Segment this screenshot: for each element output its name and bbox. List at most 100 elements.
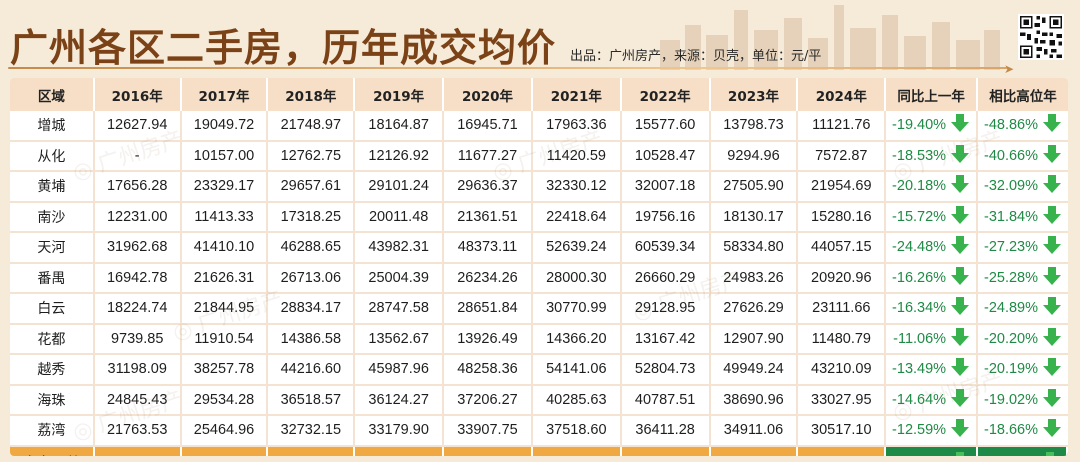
vs-peak-change-cell: -24.89% (978, 294, 1068, 325)
column-header: 2021年 (532, 78, 622, 111)
price-cell: 10157.00 (181, 141, 269, 172)
down-arrow-icon (950, 266, 970, 290)
change-value: -48.86% (983, 117, 1038, 134)
price-cell: 26713.06 (268, 263, 356, 294)
price-cell: 13167.42 (621, 324, 711, 355)
yoy-change-cell: -12.59% (886, 416, 979, 447)
column-header: 同比上一年 (886, 78, 979, 111)
price-cell: 25464.96 (181, 416, 269, 447)
change-value: -32.09% (983, 178, 1038, 195)
table-row: 南沙 12231.00 11413.33 17318.25 20011.48 21361.… (10, 202, 1068, 233)
price-cell: 33179.90 (355, 416, 445, 447)
down-arrow-icon (1042, 144, 1062, 168)
price-cell: 12762.75 (268, 141, 356, 172)
price-cell: 13798.73 (710, 111, 799, 142)
price-cell: 26234.26 (444, 263, 533, 294)
price-cell: 14386.58 (268, 324, 356, 355)
price-cell: - (94, 141, 182, 172)
table-row: 从化 -10157.00 12762.75 12126.92 11677.27 11420… (10, 141, 1068, 172)
change-value: -20.20% (983, 330, 1038, 347)
district-cell: 全市汇总 (10, 446, 95, 456)
vs-peak-change-cell: -19.02% (978, 386, 1068, 416)
price-cell: 27505.90 (710, 172, 799, 203)
qr-code-icon (1018, 14, 1064, 60)
price-cell: 32714.58 (268, 446, 356, 456)
yoy-change-cell: -11.06% (886, 324, 979, 355)
price-cell: 27782.11 (181, 446, 269, 456)
vs-peak-change-cell: -24.66% (978, 446, 1068, 456)
down-arrow-icon (950, 296, 970, 320)
vs-peak-change-cell: -27.23% (978, 233, 1068, 264)
price-table: 区域 2016年 2017年 2018年 2019年 2020年 2021年 2022年 202… (10, 78, 1068, 456)
column-header: 2019年 (355, 78, 445, 111)
price-cell: 23623.55 (94, 446, 182, 456)
change-value: -24.66% (980, 454, 1036, 456)
price-cell: 11910.54 (181, 324, 269, 355)
down-arrow-icon (1042, 296, 1062, 320)
price-cell: 32007.18 (621, 172, 711, 203)
price-cell: 33907.75 (444, 416, 533, 447)
price-cell: 11420.59 (532, 141, 622, 172)
yoy-change-cell: -14.64% (886, 385, 979, 416)
down-arrow-icon (1042, 418, 1062, 442)
district-cell: 从化 (10, 141, 95, 172)
down-arrow-icon (950, 327, 970, 351)
city-skyline-background (660, 5, 1000, 70)
down-arrow-icon (1042, 113, 1062, 137)
column-header: 2017年 (181, 78, 269, 111)
change-value: -15.72% (892, 208, 947, 225)
price-cell: 29101.24 (355, 172, 445, 203)
change-value: -24.48% (892, 239, 947, 256)
change-value: -20.19% (983, 361, 1038, 378)
yoy-change-cell: -16.26% (886, 263, 979, 294)
price-cell: 19756.16 (621, 202, 711, 233)
yoy-change-cell: -17.86% (886, 446, 979, 456)
price-cell: 32330.12 (532, 172, 622, 203)
district-cell: 增城 (10, 111, 95, 142)
price-cell: 11413.33 (181, 202, 269, 233)
price-cell: 37206.27 (444, 385, 533, 416)
price-cell: 24983.26 (710, 263, 799, 294)
price-cell: 18130.17 (710, 202, 799, 233)
price-cell: 31962.68 (94, 233, 182, 264)
table-row: 海珠 24845.43 29534.28 36518.57 36124.27 37206.… (10, 385, 1068, 416)
column-header: 相比高位年 (978, 78, 1068, 111)
vs-peak-change-cell: -25.28% (978, 264, 1068, 294)
table-row: 天河 31962.68 41410.10 46288.65 43982.31 48373.… (10, 233, 1068, 264)
column-header: 2020年 (444, 78, 533, 111)
price-cell: 11480.79 (798, 324, 887, 355)
price-cell: 25004.39 (355, 263, 445, 294)
price-cell: 37518.60 (532, 416, 622, 447)
price-cell: 7572.87 (798, 141, 887, 172)
price-cell: 31198.09 (94, 355, 182, 386)
price-cell: 27626.29 (710, 294, 799, 325)
total-row: 全市汇总23623.5527782.1132714.5829734.723033… (10, 446, 1068, 456)
district-cell: 花都 (10, 324, 95, 355)
price-cell: 36518.57 (268, 385, 356, 416)
district-cell: 南沙 (10, 202, 95, 233)
column-header: 2016年 (94, 78, 182, 111)
price-cell: 38257.78 (181, 355, 269, 386)
change-value: -16.34% (892, 300, 947, 317)
vs-peak-change-cell: -18.66% (978, 416, 1068, 447)
price-cell: 30770.99 (532, 294, 622, 325)
down-arrow-icon (950, 451, 970, 456)
table-row: 增城 12627.94 19049.72 21748.97 18164.87 16945.… (10, 111, 1068, 142)
vs-peak-change-cell: -31.84% (978, 203, 1068, 233)
yoy-change-cell: -15.72% (886, 202, 979, 233)
price-cell: 11121.76 (798, 111, 887, 142)
price-cell: 12907.90 (710, 324, 799, 355)
price-cell: 29657.61 (268, 172, 356, 203)
district-cell: 黄埔 (10, 172, 95, 203)
price-table-card: 区域 2016年 2017年 2018年 2019年 2020年 2021年 2022年 202… (10, 78, 1068, 456)
column-header: 区域 (10, 78, 95, 111)
header: 广州各区二手房，历年成交均价 出品：广州房产，来源：贝壳，单位：元/平 (10, 7, 821, 67)
page-title: 广州各区二手房，历年成交均价 (10, 25, 557, 70)
price-cell: 36124.27 (355, 385, 445, 416)
price-cell: 33564.40 (621, 446, 711, 456)
price-cell: 30885.00 (710, 446, 799, 456)
price-cell: 24845.43 (94, 385, 182, 416)
price-cell: 52804.73 (621, 355, 711, 386)
price-cell: 48258.36 (444, 355, 533, 386)
district-cell: 越秀 (10, 355, 95, 386)
